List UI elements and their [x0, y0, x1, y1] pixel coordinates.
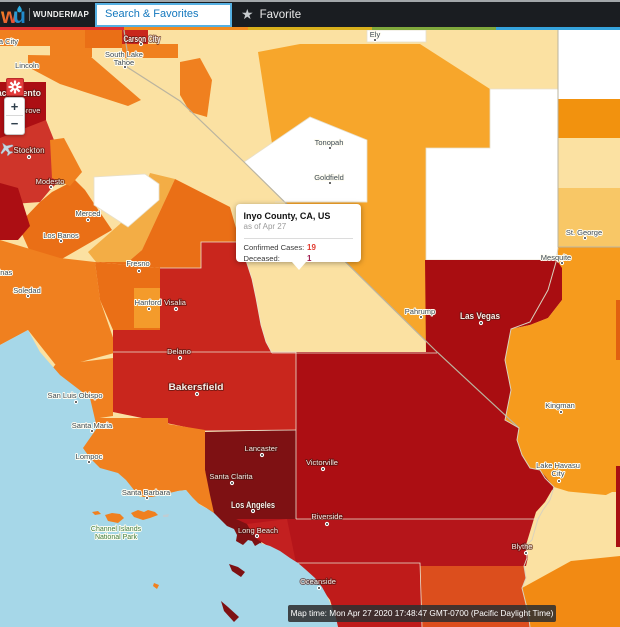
- svg-text:Goldfield: Goldfield: [314, 173, 344, 182]
- svg-text:Fresno: Fresno: [126, 259, 149, 268]
- svg-text:Hanford: Hanford: [135, 298, 162, 307]
- svg-text:Lake Havasu: Lake Havasu: [536, 461, 580, 470]
- svg-text:Carson City: Carson City: [124, 34, 161, 45]
- svg-text:National Park: National Park: [95, 534, 138, 541]
- svg-text:Blythe: Blythe: [512, 542, 533, 551]
- svg-text:Mesquite: Mesquite: [541, 253, 571, 262]
- svg-text:Las Vegas: Las Vegas: [460, 311, 500, 322]
- svg-text:u: u: [13, 5, 26, 28]
- svg-text:Lompoc: Lompoc: [76, 452, 103, 461]
- svg-text:South Lake: South Lake: [105, 50, 143, 59]
- svg-text:Santa Barbara: Santa Barbara: [122, 488, 171, 497]
- svg-text:Visalia: Visalia: [164, 298, 187, 307]
- svg-text:Delano: Delano: [167, 347, 191, 356]
- svg-text:Victorville: Victorville: [306, 458, 338, 467]
- svg-text:Channel Islands: Channel Islands: [91, 526, 142, 533]
- svg-text:Stockton: Stockton: [13, 146, 44, 155]
- svg-text:Los Banos: Los Banos: [43, 231, 79, 240]
- svg-text:Salinas: Salinas: [0, 268, 13, 277]
- svg-text:Yuba City: Yuba City: [0, 37, 18, 46]
- svg-text:w: w: [1, 5, 18, 28]
- svg-text:Modesto: Modesto: [36, 177, 65, 186]
- svg-text:Merced: Merced: [75, 209, 100, 218]
- svg-text:Long Beach: Long Beach: [238, 526, 278, 535]
- svg-text:Tonopah: Tonopah: [315, 138, 344, 147]
- svg-text:Pahrump: Pahrump: [405, 307, 435, 316]
- svg-text:Santa Clarita: Santa Clarita: [209, 472, 253, 481]
- svg-text:Riverside: Riverside: [311, 512, 342, 521]
- svg-text:San Luis Obispo: San Luis Obispo: [47, 391, 102, 400]
- svg-text:Soledad: Soledad: [13, 286, 41, 295]
- svg-text:Oceanside: Oceanside: [300, 577, 336, 586]
- svg-text:Bakersfield: Bakersfield: [169, 382, 224, 393]
- svg-text:Los Angeles: Los Angeles: [231, 500, 275, 511]
- svg-text:Kingman: Kingman: [545, 401, 575, 410]
- svg-text:St. George: St. George: [566, 228, 602, 237]
- svg-text:City: City: [552, 469, 565, 478]
- svg-text:Santa Maria: Santa Maria: [72, 421, 113, 430]
- svg-text:Lancaster: Lancaster: [245, 444, 278, 453]
- svg-text:Tahoe: Tahoe: [114, 58, 134, 67]
- svg-text:Lincoln: Lincoln: [15, 61, 39, 70]
- svg-text:Ely: Ely: [370, 30, 381, 39]
